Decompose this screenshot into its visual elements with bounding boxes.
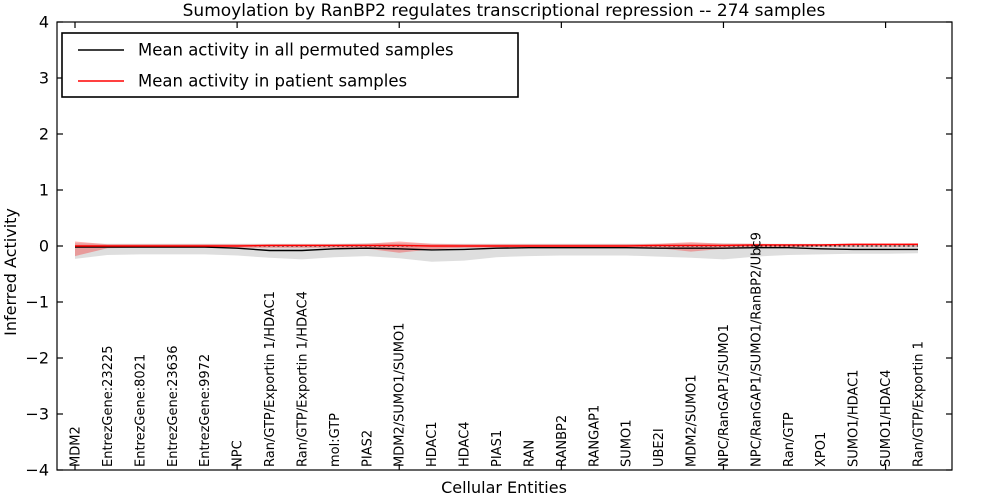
x-tick-label: HDAC4 bbox=[458, 421, 473, 467]
patient-mean-line bbox=[75, 243, 918, 247]
y-tick-label: 3 bbox=[39, 69, 49, 88]
x-tick-label: MDM2 bbox=[69, 426, 84, 467]
y-tick-label: −1 bbox=[25, 293, 49, 312]
y-tick-label: 0 bbox=[39, 237, 49, 256]
y-axis-label: Inferred Activity bbox=[1, 208, 20, 336]
x-tick-label: HDAC1 bbox=[425, 421, 440, 467]
y-tick-label: −2 bbox=[25, 349, 49, 368]
y-tick-label: −3 bbox=[25, 405, 49, 424]
x-tick-label: EntrezGene:23636 bbox=[166, 346, 181, 467]
x-tick-label: Ran/GTP/Exportin 1/HDAC1 bbox=[263, 291, 278, 467]
x-tick-label: EntrezGene:23225 bbox=[101, 346, 116, 467]
x-tick-label: Ran/GTP bbox=[782, 412, 797, 467]
y-tick-label: 4 bbox=[39, 13, 49, 32]
x-tick-label: PIAS2 bbox=[360, 430, 375, 467]
chart-generated-content: 4 3 2 1 0 −1 −2 −3 −4 MDM2 EntrezGene:23225 EntrezG… bbox=[25, 13, 953, 480]
x-tick-label: NPC/RanGAP1/SUMO1/RanBP2/Ubc9 bbox=[749, 232, 764, 467]
y-tick-label: −4 bbox=[25, 461, 49, 480]
x-tick-label: mol:GTP bbox=[328, 413, 343, 467]
x-tick-label: Ran/GTP/Exportin 1 bbox=[912, 341, 927, 467]
x-axis-label: Cellular Entities bbox=[441, 478, 567, 497]
x-tick-label: NPC bbox=[231, 440, 246, 467]
x-tick-label: PIAS1 bbox=[490, 430, 505, 467]
x-tick-label: EntrezGene:8021 bbox=[133, 354, 148, 467]
x-tick-label: MDM2/SUMO1 bbox=[685, 374, 700, 467]
x-tick-label: NPC/RanGAP1/SUMO1 bbox=[717, 324, 732, 467]
x-tick-label: MDM2/SUMO1/SUMO1 bbox=[393, 323, 408, 467]
permuted-mean-line bbox=[75, 246, 918, 252]
y-tick-label: 1 bbox=[39, 181, 49, 200]
x-tick-label: UBE2I bbox=[652, 428, 667, 467]
x-tick-label: Ran/GTP/Exportin 1/HDAC4 bbox=[295, 291, 310, 467]
x-tick-label: RANBP2 bbox=[555, 415, 570, 467]
legend-label: Mean activity in patient samples bbox=[138, 72, 407, 91]
x-tick-label: SUMO1/HDAC4 bbox=[879, 370, 894, 467]
legend-label: Mean activity in all permuted samples bbox=[138, 41, 454, 60]
x-tick-label: RANGAP1 bbox=[587, 405, 602, 467]
x-tick-label: SUMO1 bbox=[620, 420, 635, 468]
legend-box bbox=[61, 32, 519, 98]
x-tick-label: SUMO1/HDAC1 bbox=[847, 370, 862, 467]
chart-title: Sumoylation by RanBP2 regulates transcri… bbox=[183, 1, 826, 21]
x-tick-label: RAN bbox=[522, 440, 537, 467]
y-tick-label: 2 bbox=[39, 125, 49, 144]
x-tick-label: XPO1 bbox=[814, 432, 829, 467]
x-tick-label: EntrezGene:9972 bbox=[198, 354, 213, 467]
